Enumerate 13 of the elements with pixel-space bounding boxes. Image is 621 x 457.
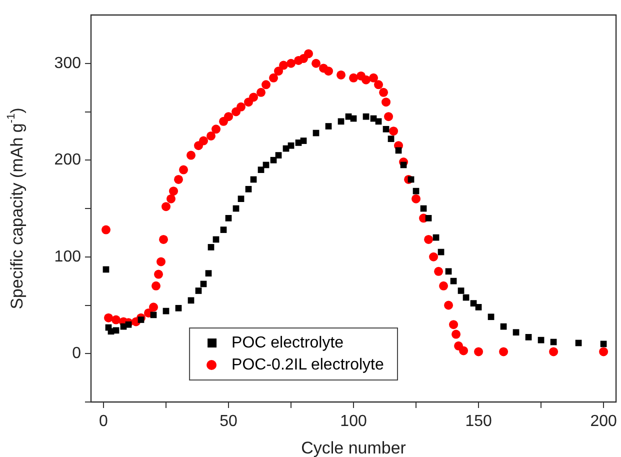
y-tick-label: 100 — [54, 248, 82, 266]
x-tick-label: 100 — [340, 413, 367, 430]
x-axis-title: Cycle number — [301, 438, 406, 457]
y-tick-label: 300 — [54, 54, 82, 72]
x-tick-label: 0 — [99, 413, 108, 430]
legend-label: POC-0.2IL electrolyte — [232, 356, 384, 374]
x-tick-label: 50 — [220, 413, 238, 430]
x-tick-label: 150 — [465, 413, 492, 430]
y-tick-label: 0 — [72, 345, 82, 362]
x-tick-label: 200 — [590, 413, 617, 430]
y-axis-title: Specific capacity (mAh g-1) — [5, 108, 27, 310]
legend-label: POC electrolyte — [232, 334, 344, 352]
y-tick-label: 200 — [54, 152, 82, 169]
